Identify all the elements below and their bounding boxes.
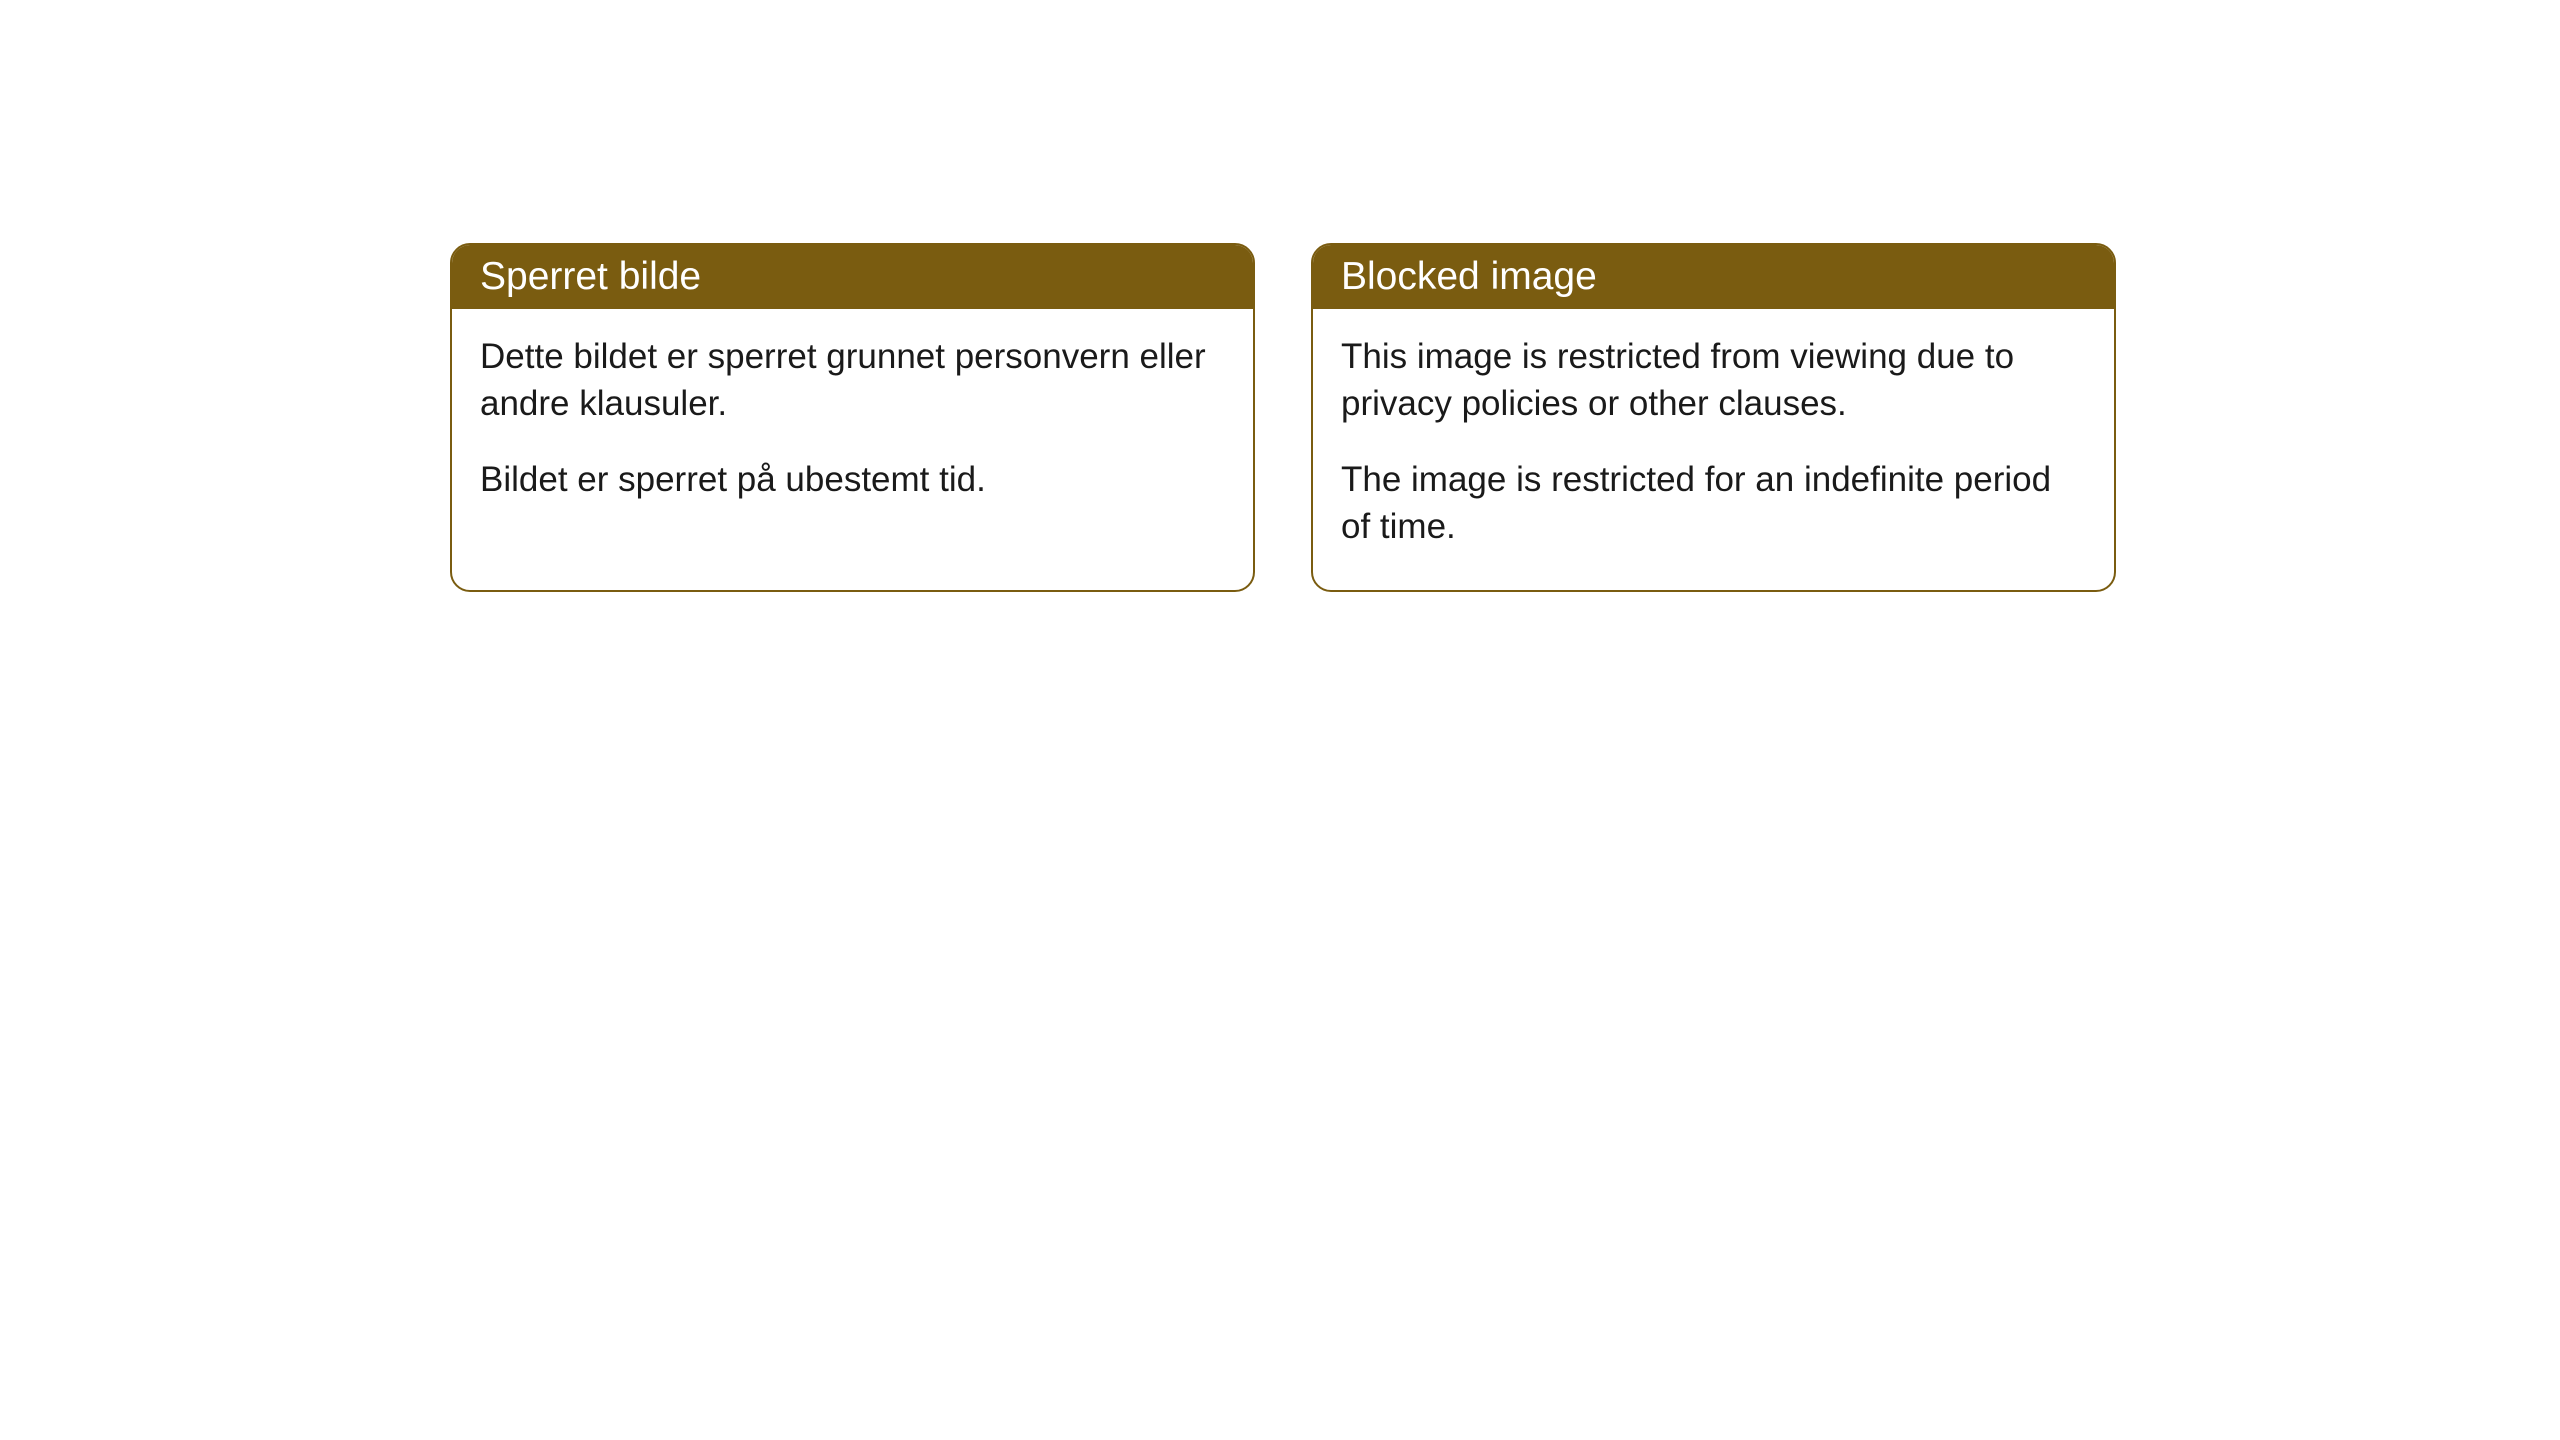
card-paragraph-2: Bildet er sperret på ubestemt tid. bbox=[480, 456, 1225, 503]
blocked-image-card-english: Blocked image This image is restricted f… bbox=[1311, 243, 2116, 592]
card-body-norwegian: Dette bildet er sperret grunnet personve… bbox=[452, 309, 1253, 543]
card-body-english: This image is restricted from viewing du… bbox=[1313, 309, 2114, 590]
card-title: Sperret bilde bbox=[480, 255, 701, 298]
card-paragraph-2: The image is restricted for an indefinit… bbox=[1341, 456, 2086, 551]
card-paragraph-1: This image is restricted from viewing du… bbox=[1341, 333, 2086, 428]
card-title: Blocked image bbox=[1341, 255, 1597, 298]
card-header-norwegian: Sperret bilde bbox=[452, 245, 1253, 309]
card-paragraph-1: Dette bildet er sperret grunnet personve… bbox=[480, 333, 1225, 428]
cards-container: Sperret bilde Dette bildet er sperret gr… bbox=[0, 0, 2560, 592]
blocked-image-card-norwegian: Sperret bilde Dette bildet er sperret gr… bbox=[450, 243, 1255, 592]
card-header-english: Blocked image bbox=[1313, 245, 2114, 309]
